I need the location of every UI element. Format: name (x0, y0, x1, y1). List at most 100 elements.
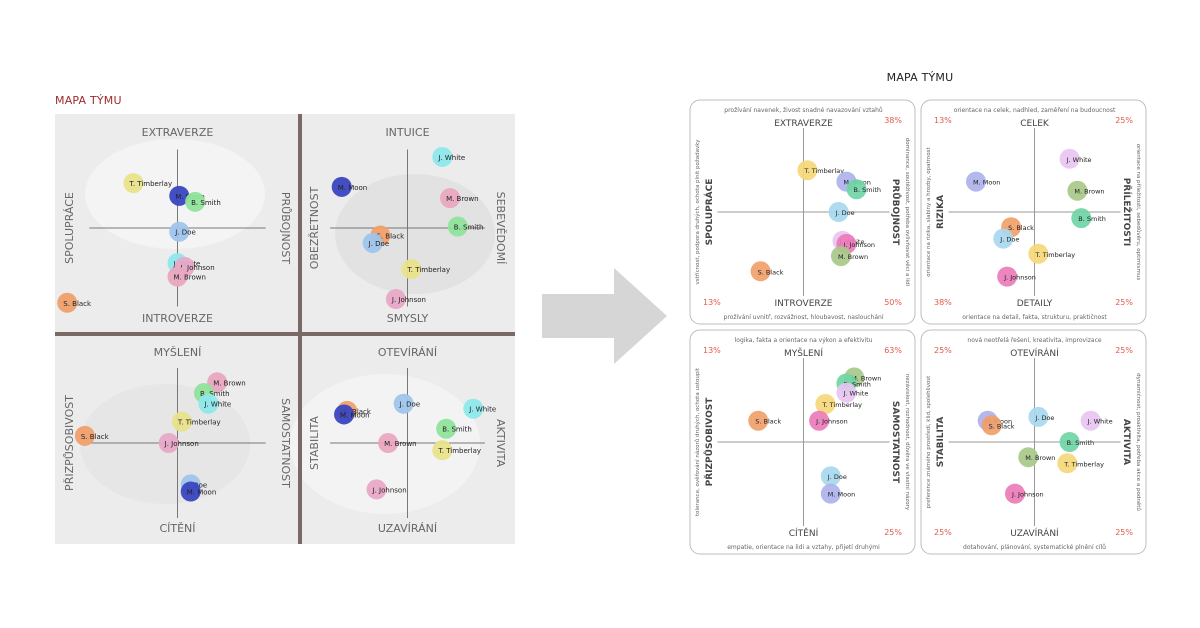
left-board: EXTRAVERZE INTROVERZE SPOLUPRÁCE PRŮBOJNOST… (55, 114, 515, 544)
left-horizontal-divider (55, 332, 515, 336)
point-marker (1071, 208, 1092, 229)
point-marker (432, 146, 453, 167)
point-marker (1057, 453, 1078, 474)
right-quadrant-3: logika, fakta a orientace na výkon a efe… (689, 329, 916, 555)
point-marker (797, 160, 818, 181)
point-marker (74, 425, 95, 446)
point-t-timberlay: T. Timberlay (815, 394, 862, 414)
point-m-brown: M. Brown (1018, 447, 1055, 468)
point-marker (997, 266, 1018, 287)
desc-right: nezávislost, rozhodnost, důvěra ve vlast… (904, 374, 911, 511)
point-s-black: S. Black (74, 425, 110, 446)
point-label: S. Black (63, 300, 92, 308)
point-label: J. White (468, 406, 496, 414)
point-label: B. Smith (1067, 439, 1095, 447)
point-label: S. Black (343, 408, 372, 416)
desc-top: nová neotřelá řešení, kreativita, improv… (967, 337, 1101, 344)
point-marker (362, 232, 383, 253)
point-marker (401, 259, 422, 280)
point-label: B. Smith (191, 199, 221, 207)
point-t-timberlay: T. Timberlay (1057, 453, 1104, 474)
point-j-doe: J. Doe (820, 466, 847, 487)
point-j-white: J. White (1080, 410, 1113, 431)
point-s-black: S. Black (750, 261, 784, 282)
point-label: M. Moon (340, 411, 370, 419)
desc-right: dynamičnost, proaktivita, potřeba akce a… (1135, 373, 1142, 511)
point-j-doe: J. Doe (828, 202, 855, 222)
percent-tr: 25% (1115, 116, 1133, 125)
point-s-black: S. Black (748, 410, 781, 431)
point-marker (171, 411, 192, 432)
point-marker (1059, 148, 1080, 169)
axis-label-top: INTUICE (385, 126, 429, 139)
point-label: T. Timberlay (437, 447, 481, 455)
point-marker (180, 481, 201, 502)
axis-label-bottom: CÍTĚNÍ (159, 522, 195, 535)
point-marker (809, 410, 830, 431)
point-marker (393, 393, 414, 414)
left-title: MAPA TÝMU (55, 94, 122, 107)
percent-bl: 38% (934, 298, 952, 307)
point-marker (185, 191, 206, 212)
point-label: J. White (842, 390, 868, 398)
point-m-moon: M. Moon (180, 481, 217, 502)
point-label: J. Johnson (815, 418, 848, 426)
point-b-smith: B. Smith (447, 216, 484, 237)
desc-bottom: prožívání uvnitř, rozvážnost, hloubavost… (724, 314, 884, 321)
point-marker (432, 440, 453, 461)
percent-tr: 25% (1115, 346, 1133, 355)
point-label: B. Smith (200, 390, 230, 398)
point-label: S. Black (81, 433, 110, 441)
axis-label-bottom: INTROVERZE (774, 299, 832, 309)
axis-label-bottom: CÍTĚNÍ (789, 527, 819, 539)
point-label: J. Doe (399, 401, 421, 409)
point-label: B. Smith (442, 426, 472, 434)
point-label: B. Smith (843, 380, 871, 388)
point-marker (447, 216, 468, 237)
point-label: B. Smith (454, 224, 484, 232)
point-j-white: J. White (463, 398, 496, 419)
point-j-white: J. White (198, 393, 231, 414)
percent-br: 25% (1115, 298, 1133, 307)
axis-label-right: AKTIVITA (494, 419, 507, 467)
point-marker (463, 398, 484, 419)
point-marker (1028, 406, 1049, 427)
point-label: J. Doe (999, 236, 1019, 244)
percent-tl: 13% (934, 116, 952, 125)
point-j-doe: J. Doe (1028, 406, 1054, 427)
point-label: B. Smith (1078, 215, 1106, 223)
right-quadrant-4: nová neotřelá řešení, kreativita, improv… (920, 329, 1147, 555)
point-marker (820, 483, 841, 504)
point-t-timberlay: T. Timberlay (1028, 243, 1075, 264)
point-label: M. Brown (384, 440, 416, 448)
point-marker (981, 415, 1002, 436)
point-j-johnson: J. Johnson (158, 433, 199, 453)
point-marker (966, 171, 986, 192)
point-m-brown: M. Brown (167, 266, 206, 287)
point-label: J. Johnson (1003, 274, 1036, 282)
point-j-doe: J. Doe (362, 232, 389, 253)
point-label: T. Timberlay (821, 401, 862, 409)
point-m-moon: M. Moon (331, 176, 368, 197)
point-label: J. Johnson (842, 241, 875, 249)
axis-label-top: EXTRAVERZE (142, 126, 214, 139)
point-s-black: S. Black (981, 415, 1015, 436)
point-j-doe: J. Doe (993, 228, 1019, 249)
axis-label-right: PRŮBOJNOST (279, 192, 292, 264)
left-team-map: MAPA TÝMU EXTRAVERZE INTROVERZE SPOLUPRÁCE… (55, 94, 515, 544)
point-label: J. Johnson (1011, 491, 1044, 499)
point-label: J. White (1066, 156, 1092, 164)
point-marker (158, 433, 179, 453)
point-label: M. Moon (187, 489, 217, 497)
point-label: T. Timberlay (177, 419, 221, 427)
axis-label-top: CELEK (1020, 119, 1050, 129)
point-marker (830, 246, 851, 267)
percent-tl: 25% (934, 346, 952, 355)
axis-label-right: SEBEVĚDOMÍ (494, 192, 507, 265)
point-j-johnson: J. Johnson (366, 479, 407, 500)
point-b-smith: B. Smith (846, 179, 881, 200)
point-marker (207, 372, 228, 393)
point-label: M. Moon (338, 184, 368, 192)
point-m-brown: M. Brown (378, 433, 417, 453)
point-label: T. Timberlay (1063, 460, 1104, 468)
